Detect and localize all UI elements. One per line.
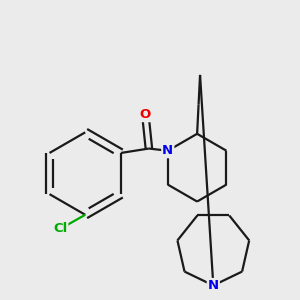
Text: N: N xyxy=(208,279,219,292)
Text: Cl: Cl xyxy=(53,222,67,236)
Text: O: O xyxy=(140,108,151,121)
Text: N: N xyxy=(162,144,173,157)
